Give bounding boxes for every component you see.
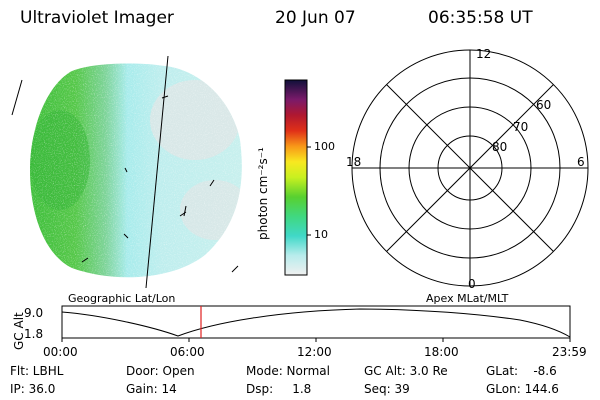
x-tick-2359: 23:59 bbox=[552, 345, 587, 359]
status-gain: Gain: 14 bbox=[126, 382, 177, 396]
lat-label-80: 80 bbox=[492, 140, 508, 154]
status-filter: Flt: LBHL bbox=[10, 364, 64, 378]
instrument-title: Ultraviolet Imager bbox=[20, 8, 174, 28]
status-mode: Mode: Normal bbox=[246, 364, 330, 378]
lat-label-70: 70 bbox=[513, 120, 529, 134]
limb-mark bbox=[231, 265, 239, 273]
mlt-label-6: 6 bbox=[577, 155, 585, 169]
colorbar-tick-100: 100 bbox=[314, 140, 335, 153]
y-tick-1-8: 1.8 bbox=[24, 327, 44, 341]
status-gc-alt: GC Alt: 3.0 Re bbox=[364, 364, 448, 378]
limb-mark bbox=[11, 79, 23, 116]
apex-title: Apex MLat/MLT bbox=[426, 292, 509, 305]
mlt-label-18: 18 bbox=[346, 155, 362, 169]
x-tick-1200: 12:00 bbox=[297, 345, 332, 359]
x-tick-0600: 06:00 bbox=[170, 345, 205, 359]
status-glat: GLat: -8.6 bbox=[486, 364, 557, 378]
status-seq: Seq: 39 bbox=[364, 382, 410, 396]
status-glon: GLon: 144.6 bbox=[486, 382, 559, 396]
lat-label-60: 60 bbox=[536, 98, 552, 112]
time-label: 06:35:58 UT bbox=[428, 8, 533, 28]
altitude-curve bbox=[61, 308, 571, 338]
colorbar-tick-10: 10 bbox=[314, 228, 328, 241]
x-tick-1800: 18:00 bbox=[424, 345, 459, 359]
x-tick-0000: 00:00 bbox=[43, 345, 78, 359]
geographic-title: Geographic Lat/Lon bbox=[68, 292, 176, 305]
status-dsp: Dsp: 1.8 bbox=[246, 382, 312, 396]
date-label: 20 Jun 07 bbox=[275, 8, 356, 28]
status-door: Door: Open bbox=[126, 364, 195, 378]
mlt-label-0: 0 bbox=[468, 277, 476, 291]
terminator-line bbox=[145, 55, 169, 289]
y-tick-9: 9.0 bbox=[24, 306, 44, 320]
status-ip: IP: 36.0 bbox=[10, 382, 56, 396]
mlt-label-12: 12 bbox=[476, 47, 492, 61]
